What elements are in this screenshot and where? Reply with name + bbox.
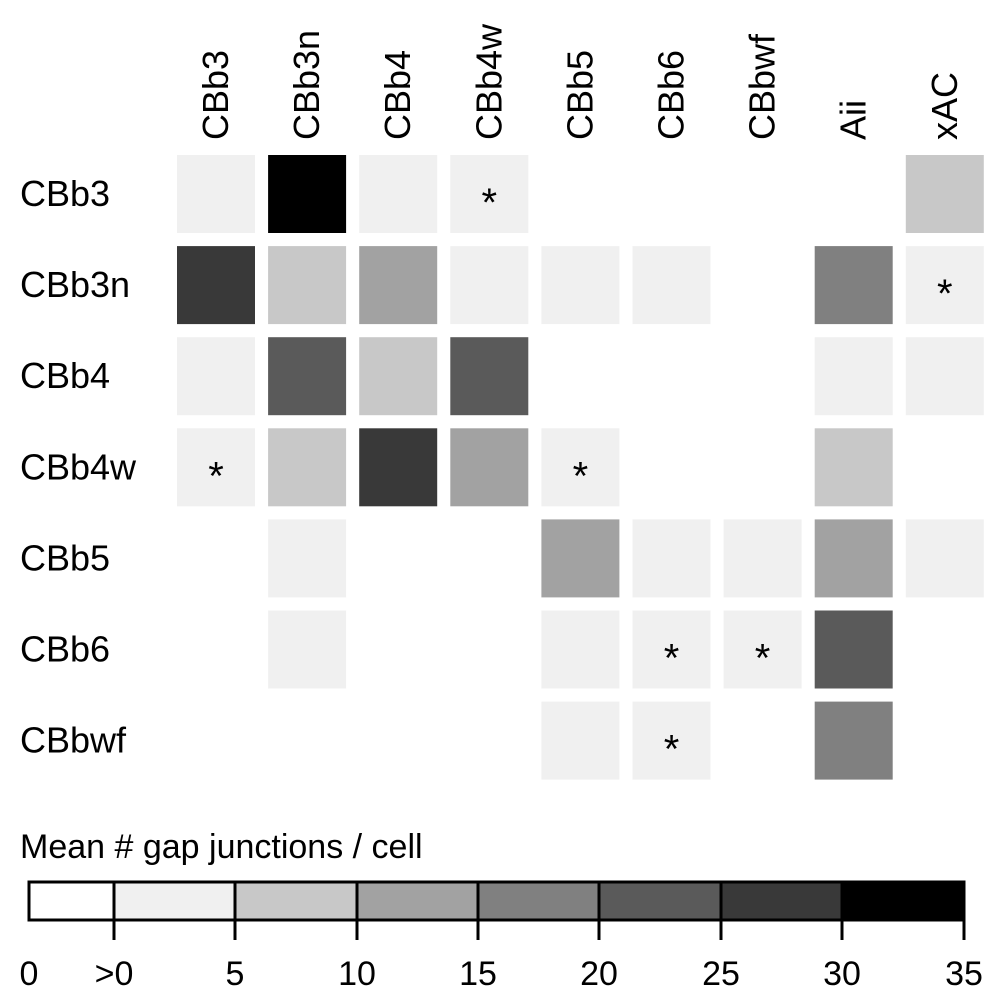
colorbar-tick-label: 0 [20, 955, 39, 992]
colorbar-segment [597, 880, 723, 922]
row-label: CBb5 [20, 537, 110, 578]
column-label: Aii [833, 100, 874, 140]
column-label: CBb6 [651, 50, 692, 140]
heatmap-cell [359, 155, 438, 233]
heatmap-cell [905, 519, 984, 598]
heatmap-cell [905, 246, 984, 325]
asterisk-marker: * [208, 454, 224, 498]
colorbar-segment [840, 880, 966, 922]
colorbar-tick-label: >0 [95, 955, 134, 992]
heatmap-cell [541, 246, 620, 325]
heatmap-cell [268, 428, 347, 507]
row-label: CBb3n [20, 264, 130, 305]
colorbar-segment [355, 880, 480, 922]
colorbar-segment [719, 880, 844, 922]
heatmap-cell [905, 155, 984, 233]
heatmap-cell [814, 701, 893, 780]
heatmap-cell [177, 428, 255, 507]
colorbar-tick-label: 30 [823, 955, 861, 992]
asterisk-marker: * [573, 454, 589, 498]
column-label: CBb4w [468, 23, 509, 140]
column-label: CBb3n [286, 30, 327, 140]
heatmap-cell [541, 428, 620, 507]
heatmap-cell [359, 246, 438, 325]
heatmap-cell [632, 519, 711, 598]
colorbar-segment [112, 880, 237, 922]
colorbar-tick-label: 15 [459, 955, 497, 992]
heatmap-cell [268, 610, 347, 689]
row-labels: CBb3 CBb3n CBb4 CBb4w CBb5 CBb6 CBbwf [20, 173, 137, 761]
heatmap-cell [905, 337, 984, 416]
column-label: CBb4 [377, 50, 418, 140]
heatmap-cell [632, 701, 711, 780]
heatmap-cell [632, 610, 711, 689]
heatmap-cell [177, 155, 255, 233]
heatmap-cell [541, 519, 620, 598]
heatmap-cell [541, 701, 620, 780]
colorbar-title: Mean # gap junctions / cell [20, 828, 423, 866]
asterisk-marker: * [482, 181, 498, 225]
heatmap-cell [632, 246, 711, 325]
asterisk-marker: * [755, 637, 771, 681]
row-label: CBb4 [20, 355, 110, 396]
heatmap-cell [450, 428, 529, 507]
heatmap-cell [814, 428, 893, 507]
heatmap-cell [268, 337, 347, 416]
heatmap-cell [541, 610, 620, 689]
column-label: CBb5 [559, 50, 600, 140]
colorbar-tick-label: 35 [945, 955, 983, 992]
heatmap-cell [814, 610, 893, 689]
asterisk-marker: * [664, 637, 680, 681]
heatmap-cell [450, 337, 529, 416]
colorbar-border [27, 880, 966, 922]
column-label: CBbwf [742, 33, 783, 140]
colorbar-tick-label: 20 [580, 955, 618, 992]
significance-markers: * * * * * * * [208, 181, 952, 772]
asterisk-marker: * [664, 728, 680, 772]
heatmap-cell [450, 155, 529, 233]
heatmap-cell [814, 519, 893, 598]
heatmap-cell [359, 428, 438, 507]
row-label: CBb3 [20, 173, 110, 214]
heatmap-cell [177, 337, 255, 416]
heatmap-cell [814, 337, 893, 416]
column-labels: CBb3 CBb3n CBb4 CBb4w CBb5 CBb6 CBbwf Aii xAC [195, 23, 965, 140]
heatmap-cell [359, 337, 438, 416]
row-label: CBb6 [20, 629, 110, 670]
asterisk-marker: * [937, 272, 953, 316]
heatmap-cell [177, 246, 255, 325]
colorbar-segment [27, 880, 116, 922]
heatmap-cell [268, 519, 347, 598]
colorbar: 0 >0 5 10 15 20 25 30 35 [20, 880, 983, 992]
heatmap-cell [268, 246, 347, 325]
heatmap-cell [723, 610, 802, 689]
heatmap-cell [814, 246, 893, 325]
colorbar-segment [476, 880, 601, 922]
colorbar-tick-label: 5 [226, 955, 245, 992]
column-label: CBb3 [195, 50, 236, 140]
colorbar-tick-label: 25 [702, 955, 740, 992]
heatmap-cell [450, 246, 529, 325]
heatmap-cell [723, 519, 802, 598]
colorbar-tick-label: 10 [338, 955, 376, 992]
column-label: xAC [924, 72, 965, 140]
row-label: CBb4w [20, 446, 137, 487]
heatmap-cells [177, 155, 984, 780]
heatmap-cell [268, 155, 347, 233]
row-label: CBbwf [20, 720, 127, 761]
colorbar-segment [233, 880, 359, 922]
